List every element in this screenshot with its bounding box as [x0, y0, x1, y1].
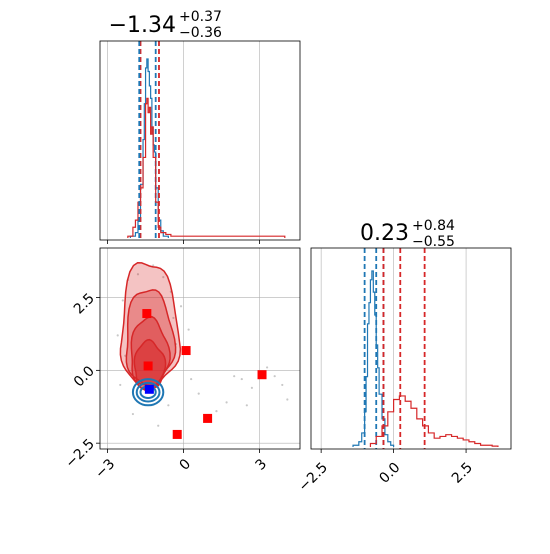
- scatter-point-3: [162, 276, 165, 279]
- scatter-point-21: [215, 410, 218, 413]
- frame-marginal-param2: [310, 247, 512, 450]
- title-param1: −1.34 +0.37 −0.36: [109, 9, 222, 41]
- frame-marginal-param1: [99, 40, 301, 241]
- title-param2-minus: −0.55: [412, 234, 455, 250]
- panel-marginal-param2: −2.5 0.0 2.5: [296, 247, 512, 495]
- scatter-point-13: [131, 412, 135, 416]
- frame-joint-param1-param2: [99, 247, 301, 450]
- blue-contour-level-1: [135, 381, 161, 403]
- scatter-point-20: [225, 401, 228, 404]
- hist-series-red: [369, 395, 499, 447]
- panel-marginal-param1: [99, 40, 301, 244]
- x-tick-label-0: −3: [92, 456, 118, 482]
- y-tick-label-0: −2.5: [63, 436, 98, 471]
- red-marker-2: [143, 361, 153, 371]
- scatter-point-19: [286, 398, 289, 401]
- title-param2-plus: +0.84: [412, 218, 455, 234]
- scatter-point-6: [172, 316, 175, 320]
- title-param1-value: −1.34: [109, 13, 176, 38]
- title-param1-plus: +0.37: [179, 9, 222, 25]
- red-marker-5: [172, 429, 182, 439]
- scatter-point-26: [157, 424, 160, 427]
- scatter-point-15: [240, 377, 243, 381]
- joint-plot-area: [100, 248, 300, 449]
- scatter-point-12: [179, 305, 183, 308]
- scatter-point-9: [119, 383, 122, 387]
- scatter-point-14: [233, 375, 236, 378]
- scatter-point-7: [116, 334, 119, 337]
- x-tick-label-1: 0.0: [376, 460, 403, 487]
- scatter-point-25: [265, 366, 269, 369]
- x-tick-label-0: −2.5: [296, 460, 331, 495]
- red-marker-1: [181, 346, 191, 356]
- blue-marker-0: [144, 384, 154, 394]
- red-marker-3: [257, 370, 267, 380]
- title-param1-minus: −0.36: [179, 25, 222, 41]
- scatter-point-24: [190, 377, 193, 381]
- hist-series-red: [127, 97, 286, 238]
- hist-series-blue: [129, 58, 169, 238]
- scatter-point-23: [245, 404, 248, 407]
- scatter-point-22: [197, 392, 200, 395]
- hist-series-blue: [352, 270, 395, 447]
- title-param2-value: 0.23: [360, 221, 409, 246]
- scatter-point-17: [273, 375, 276, 378]
- panel-joint-param1-param2: −3 0 3 −2.5 0.0 2.5: [63, 247, 301, 482]
- red-marker-0: [142, 309, 152, 319]
- scatter-point-11: [187, 328, 190, 331]
- blue-contour-level-0: [131, 378, 165, 407]
- x-tick-label-2: 3: [252, 456, 270, 474]
- title-param2: 0.23 +0.84 −0.55: [360, 218, 455, 250]
- scatter-point-18: [281, 383, 284, 387]
- scatter-point-16: [250, 386, 253, 389]
- scatter-point-5: [121, 299, 124, 302]
- y-tick-label-1: 0.0: [71, 363, 98, 390]
- scatter-point-10: [167, 404, 170, 407]
- scatter-point-1: [136, 273, 140, 276]
- x-tick-label-1: 0: [177, 456, 195, 474]
- y-tick-label-2: 2.5: [71, 290, 98, 317]
- scatter-point-2: [152, 264, 155, 267]
- x-tick-label-2: 2.5: [449, 460, 476, 487]
- red-marker-4: [203, 413, 213, 423]
